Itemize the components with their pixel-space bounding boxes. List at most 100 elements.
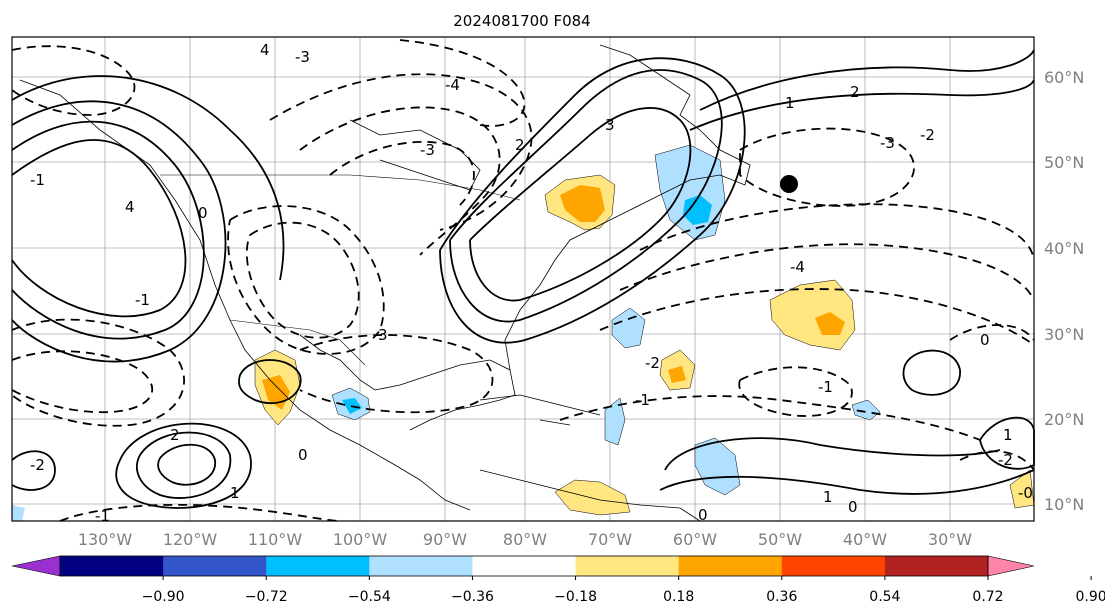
contour-negative-west-top — [11, 45, 136, 116]
contour-negative-atlantic-low — [739, 127, 915, 207]
storm-position-marker — [780, 175, 798, 193]
contour-positive-pacific-ring-2 — [157, 443, 216, 486]
latitude-tick-label: 20°N — [1044, 410, 1084, 429]
mexico-border — [229, 319, 366, 366]
contour-label: -1 — [95, 507, 110, 525]
colorbar-segment — [884, 556, 989, 576]
longitude-tick-label: 130°W — [78, 530, 133, 549]
latitude-tick-label: 10°N — [1044, 495, 1084, 514]
contour-label: 0 — [698, 506, 708, 524]
contour-positive-ridge-west-2 — [11, 120, 205, 340]
caribbean-islands — [479, 394, 601, 426]
latitude-tick-label: 30°N — [1044, 325, 1084, 344]
contour-label: 3 — [378, 326, 388, 344]
contour-label: -2 — [998, 451, 1013, 469]
map-panel: 4 -3 3 -4 2 -2 1 -1 0 -3 2 -3 -2 -1 3 4 … — [11, 36, 1035, 525]
contour-negative-far-east — [949, 324, 1035, 471]
latitude-tick-label: 50°N — [1044, 153, 1084, 172]
colorbar-segment — [575, 556, 680, 576]
colorbar-tick-label: −0.90 — [142, 589, 185, 605]
contour-label: 2 — [515, 136, 525, 154]
hudson-bay — [349, 119, 481, 191]
contour-label: 2 — [170, 426, 180, 444]
east-coast — [504, 44, 751, 371]
colorbar-tick-label: 0.72 — [972, 589, 1003, 605]
contour-negative-southwest — [59, 503, 341, 522]
contour-label: 4 — [125, 198, 135, 216]
contour-label: 1 — [230, 484, 240, 502]
south-america-coast — [479, 469, 701, 522]
contour-negative-pacific — [11, 318, 185, 427]
colorbar-tick-label: 0.18 — [663, 589, 694, 605]
colorbar-segment — [369, 556, 473, 576]
positive-anomaly-northeast-core — [560, 185, 605, 222]
negative-anomaly-antilles — [604, 397, 626, 446]
gulf-coast — [299, 334, 516, 431]
longitude-tick-label: 110°W — [248, 530, 303, 549]
colorbar-tick-label: −0.72 — [245, 589, 288, 605]
contour-positive-south-atlantic — [664, 437, 1001, 471]
us-border — [160, 174, 521, 201]
contour-label: -3 — [880, 134, 895, 152]
colorbar-extend-max — [987, 555, 1035, 577]
shaded-anomalies — [12, 144, 1035, 521]
contour-label: 1 — [785, 94, 795, 112]
colorbar-ticks: −0.90 −0.72 −0.54 −0.36 −0.18 0.18 0.36 0.54 0.7… — [142, 576, 1105, 605]
contour-positive-ridge-east — [449, 69, 723, 323]
longitude-tick-label: 30°W — [928, 530, 972, 549]
colorbar-segment — [472, 556, 577, 576]
contour-label: -3 — [295, 48, 310, 66]
colorbar-segment — [163, 556, 267, 576]
longitude-tick-label: 60°W — [673, 530, 717, 549]
contour-label: -1 — [818, 378, 833, 396]
contour-label: 0 — [298, 446, 308, 464]
contour-label: -1 — [635, 391, 650, 409]
contour-positive-ridge-east-3 — [469, 107, 692, 302]
contour-negative-us-low — [227, 205, 385, 355]
longitude-tick-label: 90°W — [423, 530, 467, 549]
latitude-tick-label: 40°N — [1044, 239, 1084, 258]
contour-positive-pacific-ring — [136, 431, 232, 499]
contour-label: 1 — [823, 488, 833, 506]
contour-lines-dashed — [11, 39, 1035, 522]
contour-negative-pacific-2 — [11, 350, 154, 414]
contour-label: 4 — [260, 41, 270, 59]
longitude-tick-label: 100°W — [333, 530, 388, 549]
contour-negative-atlantic — [639, 203, 1035, 261]
contour-label: -0 — [1018, 484, 1033, 502]
contour-label: 1 — [1003, 426, 1013, 444]
contour-label: -3 — [420, 141, 435, 159]
colorbar-segment — [60, 556, 164, 576]
positive-anomaly-central-atlantic-core — [815, 312, 845, 335]
longitude-tick-label: 70°W — [588, 530, 632, 549]
colorbar-tick-label: 0.36 — [766, 589, 797, 605]
colorbar-segment — [266, 556, 370, 576]
colorbar-extend-min — [11, 555, 61, 577]
negative-anomaly-atlantic-core — [683, 195, 712, 225]
contour-positive-west-small — [11, 450, 56, 491]
contour-positive-pacific-ring-3 — [115, 422, 252, 509]
contour-label: 2 — [850, 83, 860, 101]
contour-negative-trough-central — [269, 73, 533, 231]
longitude-tick-label: 80°W — [503, 530, 547, 549]
colorbar-tick-label: 0.90 — [1076, 589, 1105, 605]
negative-anomaly-west-edge — [12, 505, 25, 521]
contour-negative-us-low-2 — [245, 221, 360, 339]
contour-label: -2 — [645, 354, 660, 372]
contour-positive-west-top — [11, 75, 285, 281]
negative-anomaly-bermuda — [611, 307, 646, 349]
contour-label: -4 — [445, 76, 460, 94]
contour-positive-atlantic-ring — [902, 349, 961, 396]
contour-negative-tropics — [559, 395, 981, 441]
contour-negative-tropics-2 — [738, 366, 853, 417]
contour-labels: 4 -3 3 -4 2 -2 1 -1 0 -3 2 -3 -2 -1 3 4 … — [30, 41, 1033, 525]
contour-label: -2 — [30, 456, 45, 474]
contour-label: -4 — [790, 258, 805, 276]
negative-anomaly-south-atlantic — [694, 437, 741, 496]
contour-negative-atlantic-2 — [619, 243, 1035, 301]
latitude-tick-label: 60°N — [1044, 68, 1084, 87]
map-frame — [11, 36, 1035, 522]
colorbar-frame — [59, 555, 989, 577]
contour-label: 0 — [198, 204, 208, 222]
